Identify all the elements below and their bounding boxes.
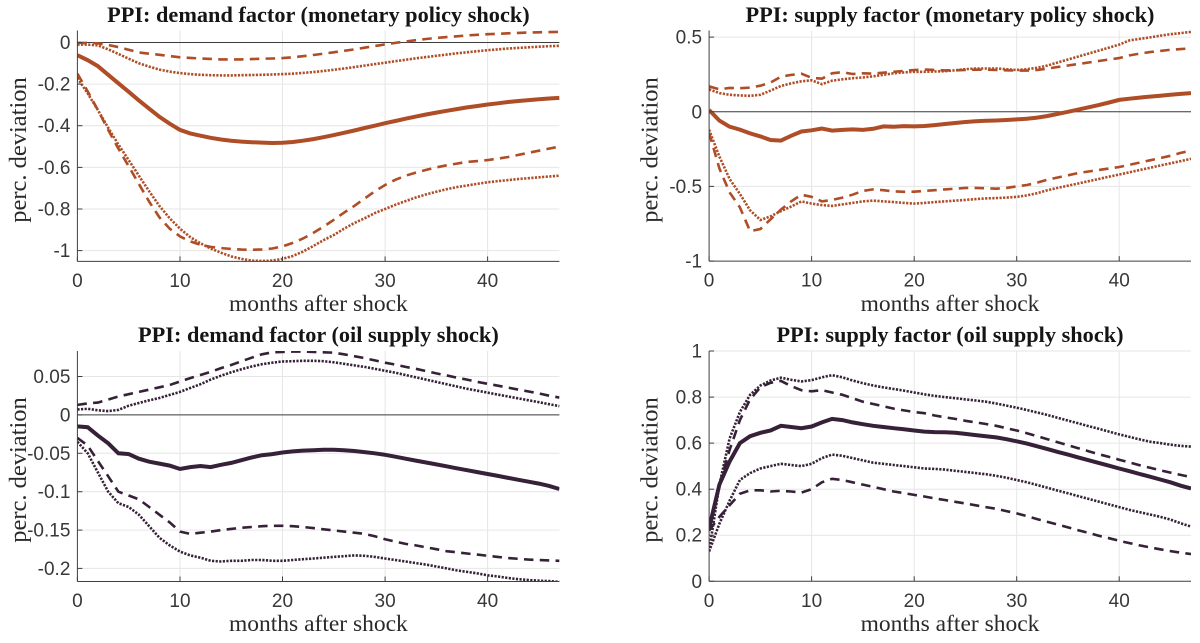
svg-text:months after shock: months after shock <box>229 291 408 317</box>
svg-text:0.8: 0.8 <box>676 388 702 409</box>
svg-text:0.2: 0.2 <box>676 526 702 547</box>
svg-text:40: 40 <box>477 591 498 612</box>
svg-text:PPI: demand factor (oil supply: PPI: demand factor (oil supply shock) <box>138 322 499 347</box>
svg-text:20: 20 <box>272 271 293 292</box>
svg-text:0.05: 0.05 <box>33 367 70 388</box>
svg-text:0: 0 <box>60 405 71 426</box>
svg-text:-0.05: -0.05 <box>27 444 70 465</box>
svg-text:perc. deviation: perc. deviation <box>637 77 664 223</box>
svg-text:-0.8: -0.8 <box>38 200 71 221</box>
svg-text:PPI: supply factor (oil supply: PPI: supply factor (oil supply shock) <box>776 322 1123 347</box>
svg-text:-0.1: -0.1 <box>38 482 71 503</box>
svg-text:0.4: 0.4 <box>676 480 703 501</box>
svg-text:PPI: demand factor (monetary p: PPI: demand factor (monetary policy shoc… <box>107 2 530 27</box>
svg-text:20: 20 <box>904 271 925 292</box>
svg-text:40: 40 <box>477 271 498 292</box>
svg-text:30: 30 <box>1006 591 1027 612</box>
svg-text:PPI: supply factor (monetary p: PPI: supply factor (monetary policy shoc… <box>746 2 1155 27</box>
svg-text:0.6: 0.6 <box>676 434 702 455</box>
svg-text:20: 20 <box>904 591 925 612</box>
svg-text:-0.15: -0.15 <box>27 521 70 542</box>
svg-text:-1: -1 <box>53 241 70 262</box>
svg-text:40: 40 <box>1109 591 1130 612</box>
svg-text:0: 0 <box>692 572 703 593</box>
svg-text:10: 10 <box>169 591 190 612</box>
svg-text:40: 40 <box>1109 271 1130 292</box>
svg-text:0: 0 <box>60 33 71 54</box>
svg-text:perc. deviation: perc. deviation <box>5 397 32 543</box>
svg-text:0: 0 <box>692 102 703 123</box>
svg-text:-0.2: -0.2 <box>38 75 71 96</box>
svg-text:30: 30 <box>1006 271 1027 292</box>
svg-text:0: 0 <box>72 591 83 612</box>
svg-text:-0.6: -0.6 <box>38 158 71 179</box>
svg-text:10: 10 <box>169 271 190 292</box>
svg-text:0: 0 <box>72 271 83 292</box>
svg-text:0: 0 <box>704 271 715 292</box>
svg-text:months after shock: months after shock <box>229 611 408 637</box>
svg-text:20: 20 <box>272 591 293 612</box>
svg-text:perc. deviation: perc. deviation <box>637 397 664 543</box>
svg-text:-0.5: -0.5 <box>669 177 702 198</box>
svg-text:10: 10 <box>801 591 822 612</box>
svg-text:0.5: 0.5 <box>676 28 702 49</box>
svg-text:30: 30 <box>375 271 396 292</box>
svg-text:months after shock: months after shock <box>861 291 1040 317</box>
svg-text:30: 30 <box>375 591 396 612</box>
svg-text:10: 10 <box>801 271 822 292</box>
svg-text:-0.4: -0.4 <box>38 116 71 137</box>
svg-text:0: 0 <box>704 591 715 612</box>
svg-text:months after shock: months after shock <box>861 611 1040 637</box>
svg-text:-1: -1 <box>685 252 702 273</box>
svg-text:-0.2: -0.2 <box>38 559 71 580</box>
svg-text:perc. deviation: perc. deviation <box>5 77 32 223</box>
svg-text:1: 1 <box>692 342 703 363</box>
